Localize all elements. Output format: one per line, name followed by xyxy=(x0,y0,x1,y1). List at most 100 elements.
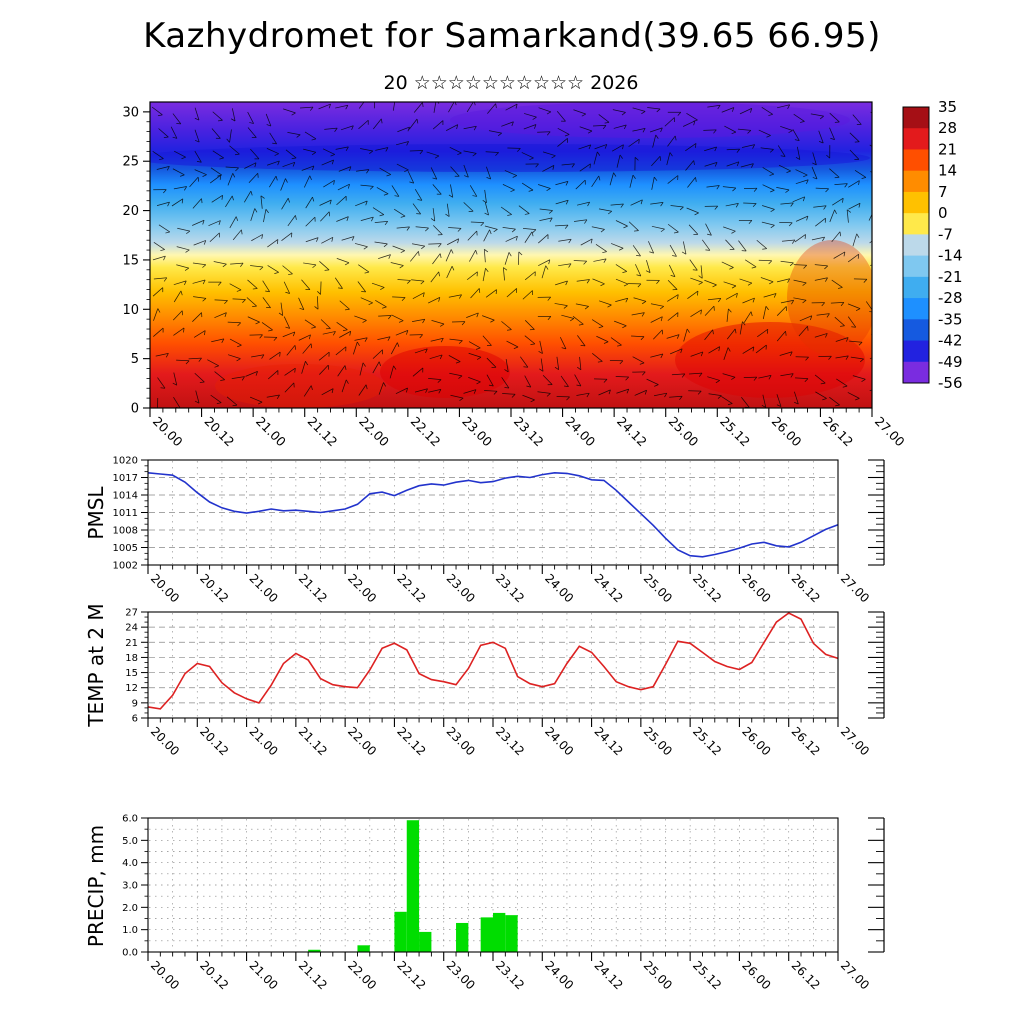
svg-text:23.00: 23.00 xyxy=(444,724,478,758)
svg-text:20.12: 20.12 xyxy=(197,571,231,605)
svg-text:27.00: 27.00 xyxy=(838,571,872,605)
svg-text:25.12: 25.12 xyxy=(690,571,724,605)
svg-text:26.00: 26.00 xyxy=(769,414,805,450)
svg-text:28: 28 xyxy=(938,119,957,137)
svg-text:5.0: 5.0 xyxy=(122,836,138,847)
svg-text:24.12: 24.12 xyxy=(591,571,625,605)
svg-text:24.00: 24.00 xyxy=(542,571,576,605)
svg-text:15: 15 xyxy=(122,253,139,268)
svg-text:21.00: 21.00 xyxy=(246,571,280,605)
svg-text:24.12: 24.12 xyxy=(614,414,650,450)
svg-text:23.00: 23.00 xyxy=(459,414,495,450)
svg-text:1002: 1002 xyxy=(113,561,138,572)
svg-text:23.12: 23.12 xyxy=(493,958,527,992)
svg-text:18: 18 xyxy=(125,653,138,664)
svg-text:25.00: 25.00 xyxy=(666,414,702,450)
svg-text:20.12: 20.12 xyxy=(197,724,231,758)
svg-text:25.12: 25.12 xyxy=(690,958,724,992)
svg-text:-7: -7 xyxy=(938,225,953,243)
svg-text:15: 15 xyxy=(125,668,138,679)
svg-text:0: 0 xyxy=(938,204,948,222)
svg-text:1014: 1014 xyxy=(113,491,138,502)
svg-text:26.12: 26.12 xyxy=(789,724,823,758)
svg-text:14: 14 xyxy=(938,162,957,180)
svg-text:24.00: 24.00 xyxy=(542,958,576,992)
svg-text:21.12: 21.12 xyxy=(296,724,330,758)
svg-text:3.0: 3.0 xyxy=(122,881,138,892)
svg-text:20.00: 20.00 xyxy=(148,724,182,758)
svg-text:25.12: 25.12 xyxy=(717,414,753,450)
svg-text:27.00: 27.00 xyxy=(838,958,872,992)
svg-text:21.00: 21.00 xyxy=(246,724,280,758)
svg-text:4.0: 4.0 xyxy=(122,858,138,869)
svg-text:23.00: 23.00 xyxy=(444,571,478,605)
svg-text:22.00: 22.00 xyxy=(345,724,379,758)
svg-text:21.00: 21.00 xyxy=(253,414,289,450)
svg-text:22.12: 22.12 xyxy=(408,414,444,450)
svg-text:26.12: 26.12 xyxy=(789,571,823,605)
svg-text:27.00: 27.00 xyxy=(872,414,908,450)
svg-text:30: 30 xyxy=(122,105,139,120)
svg-text:23.12: 23.12 xyxy=(493,571,527,605)
svg-text:22.12: 22.12 xyxy=(394,958,428,992)
svg-text:20.00: 20.00 xyxy=(148,571,182,605)
svg-text:21: 21 xyxy=(125,638,138,649)
svg-text:25.12: 25.12 xyxy=(690,724,724,758)
svg-text:0.0: 0.0 xyxy=(122,948,138,959)
svg-text:20.12: 20.12 xyxy=(201,414,237,450)
svg-text:25.00: 25.00 xyxy=(641,724,675,758)
svg-text:23.12: 23.12 xyxy=(493,724,527,758)
svg-text:24.00: 24.00 xyxy=(562,414,598,450)
svg-text:1020: 1020 xyxy=(113,456,138,467)
svg-text:23.12: 23.12 xyxy=(511,414,547,450)
svg-text:20.00: 20.00 xyxy=(148,958,182,992)
svg-text:0: 0 xyxy=(131,402,139,417)
svg-text:1011: 1011 xyxy=(113,508,138,519)
svg-text:26.00: 26.00 xyxy=(739,724,773,758)
svg-text:26.00: 26.00 xyxy=(739,571,773,605)
svg-text:26.00: 26.00 xyxy=(739,958,773,992)
svg-text:7: 7 xyxy=(938,183,948,201)
svg-text:26.12: 26.12 xyxy=(789,958,823,992)
svg-text:22.12: 22.12 xyxy=(394,571,428,605)
date-subtitle: 20 ☆☆☆☆☆☆☆☆☆☆ 2026 xyxy=(383,72,639,94)
svg-text:24.12: 24.12 xyxy=(591,958,625,992)
svg-text:21.12: 21.12 xyxy=(296,958,330,992)
svg-text:1017: 1017 xyxy=(113,473,138,484)
svg-text:24.00: 24.00 xyxy=(542,724,576,758)
svg-text:26.12: 26.12 xyxy=(820,414,856,450)
svg-text:23.00: 23.00 xyxy=(444,958,478,992)
svg-text:22.00: 22.00 xyxy=(345,958,379,992)
svg-text:27: 27 xyxy=(125,608,138,619)
svg-text:12: 12 xyxy=(125,683,138,694)
svg-text:27.00: 27.00 xyxy=(838,724,872,758)
svg-text:20: 20 xyxy=(122,204,139,219)
svg-text:-49: -49 xyxy=(938,353,963,371)
svg-text:-42: -42 xyxy=(938,332,963,350)
svg-text:21.12: 21.12 xyxy=(296,571,330,605)
svg-text:25.00: 25.00 xyxy=(641,958,675,992)
svg-text:1.0: 1.0 xyxy=(122,925,138,936)
svg-text:10: 10 xyxy=(122,303,139,318)
svg-text:22.12: 22.12 xyxy=(394,724,428,758)
svg-text:22.00: 22.00 xyxy=(345,571,379,605)
svg-text:2.0: 2.0 xyxy=(122,903,138,914)
svg-text:9: 9 xyxy=(132,698,138,709)
svg-text:-28: -28 xyxy=(938,289,963,307)
svg-text:24.12: 24.12 xyxy=(591,724,625,758)
svg-text:-56: -56 xyxy=(938,374,963,392)
svg-text:25: 25 xyxy=(122,155,139,170)
svg-text:21.12: 21.12 xyxy=(305,414,341,450)
svg-text:5: 5 xyxy=(131,352,139,367)
svg-text:20.00: 20.00 xyxy=(150,414,186,450)
svg-text:24: 24 xyxy=(125,623,138,634)
svg-text:1008: 1008 xyxy=(113,526,138,537)
svg-text:21.00: 21.00 xyxy=(246,958,280,992)
svg-text:25.00: 25.00 xyxy=(641,571,675,605)
svg-text:-21: -21 xyxy=(938,268,963,286)
svg-text:6: 6 xyxy=(132,714,138,725)
svg-text:20.12: 20.12 xyxy=(197,958,231,992)
svg-text:21: 21 xyxy=(938,140,957,158)
